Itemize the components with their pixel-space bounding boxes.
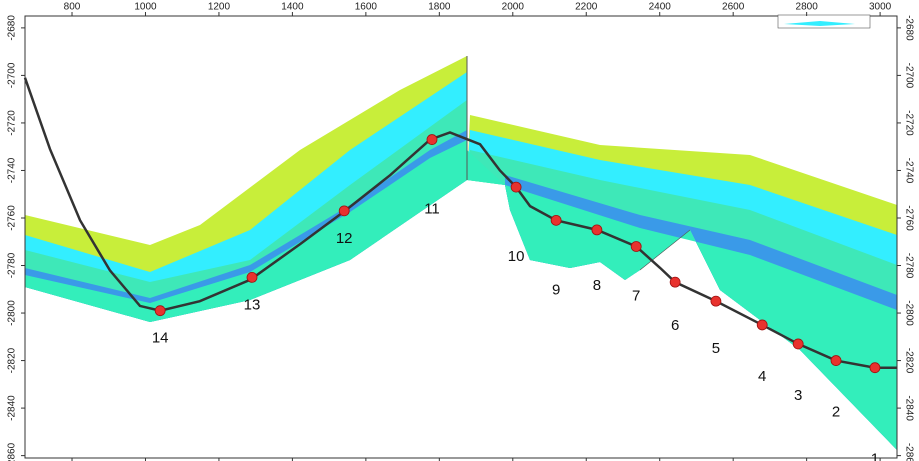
point-label: 2 [832, 404, 840, 421]
y-tick-label: -2740 [7, 157, 18, 183]
y-tick-label: -2780 [903, 253, 914, 279]
marker [711, 296, 721, 306]
y-tick-label: -2860 [903, 443, 914, 461]
x-tick-label: 3000 [869, 2, 892, 13]
marker [339, 206, 349, 216]
x-tick-label: 800 [64, 2, 81, 13]
y-tick-label: -2700 [7, 62, 18, 88]
y-tick-label: -2780 [7, 252, 18, 278]
y-tick-label: -2860 [7, 442, 18, 461]
y-tick-label: -2820 [7, 347, 18, 373]
x-tick-label: 1400 [281, 2, 304, 13]
marker [670, 277, 680, 287]
chart: 8008001000100012001200140014001600160018… [0, 0, 919, 461]
y-tick-label: -2720 [7, 110, 18, 136]
y-tick-label: -2740 [903, 158, 914, 184]
y-tick-label: -2720 [903, 110, 914, 136]
y-tick-label: -2700 [903, 63, 914, 89]
marker [793, 339, 803, 349]
marker [631, 242, 641, 252]
y-tick-label: -2760 [903, 205, 914, 231]
x-tick-label: 2200 [575, 2, 598, 13]
x-tick-label: 1200 [208, 2, 231, 13]
y-tick-label: -2840 [903, 395, 914, 421]
point-label: 10 [508, 248, 525, 265]
y-tick-label: -2840 [7, 395, 18, 421]
point-label: 7 [632, 287, 640, 304]
marker [831, 356, 841, 366]
y-tick-label: -2680 [7, 15, 18, 41]
x-tick-label: 2400 [649, 2, 672, 13]
marker [870, 363, 880, 373]
x-tick-label: 1600 [355, 2, 378, 13]
x-tick-label: 1800 [428, 2, 451, 13]
x-tick-label: 2600 [722, 2, 745, 13]
y-tick-label: -2800 [7, 300, 18, 326]
y-tick-label: -2820 [903, 348, 914, 374]
point-label: 11 [424, 201, 440, 218]
point-label: 6 [671, 317, 679, 334]
point-label: 1 [871, 451, 879, 461]
x-tick-label: 2000 [502, 2, 525, 13]
point-label: 12 [336, 230, 353, 247]
x-tick-label: 1000 [134, 2, 157, 13]
x-tick-label: 2800 [796, 2, 819, 13]
marker [757, 320, 767, 330]
point-label: 13 [244, 296, 261, 313]
point-label: 9 [552, 281, 560, 298]
marker [427, 135, 437, 145]
point-label: 3 [794, 387, 802, 404]
y-tick-label: -2760 [7, 205, 18, 231]
point-label: 5 [712, 340, 720, 357]
y-tick-label: -2680 [903, 15, 914, 41]
point-label: 8 [593, 277, 601, 294]
marker [551, 215, 561, 225]
point-label: 4 [758, 368, 766, 385]
marker [247, 272, 257, 282]
marker [155, 306, 165, 316]
y-tick-label: -2800 [903, 300, 914, 326]
marker [511, 182, 521, 192]
point-label: 14 [152, 330, 169, 347]
marker [592, 225, 602, 235]
